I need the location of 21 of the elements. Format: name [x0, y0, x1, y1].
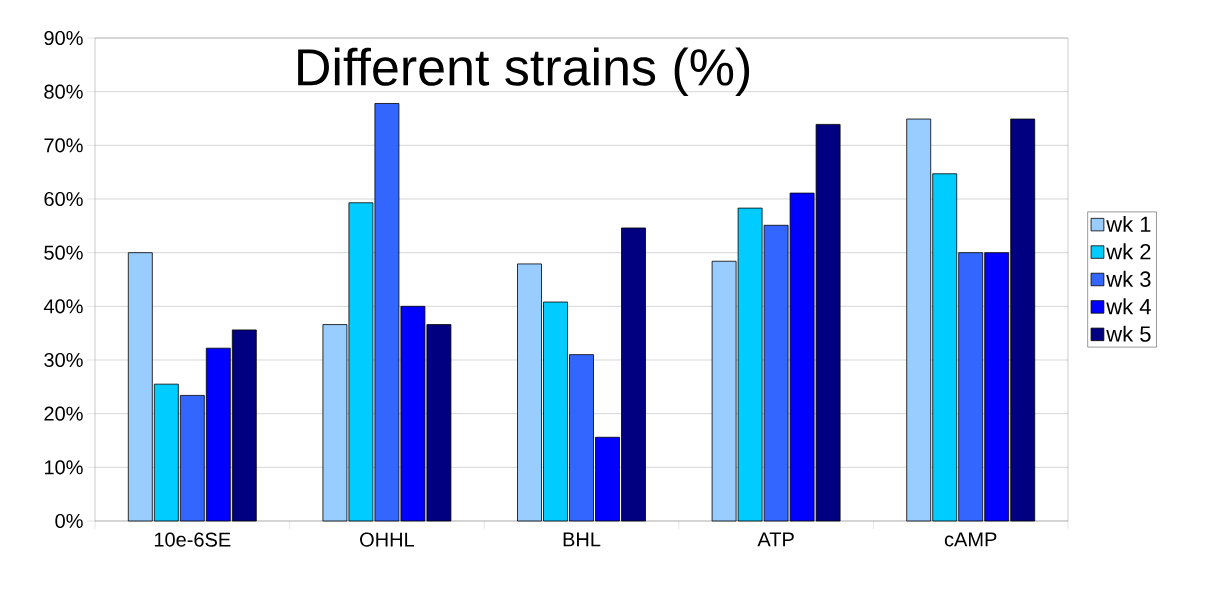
y-tick-label: 10% [44, 460, 83, 475]
x-tick-label: OHHL [360, 532, 415, 547]
y-tick-label: 90% [44, 30, 83, 46]
x-tick-label: 10e-6SE [154, 532, 231, 547]
y-tick-label: 50% [44, 245, 83, 260]
x-tick-label: BHL [563, 532, 601, 547]
legend-label: wk 5 [1106, 325, 1151, 342]
y-tick-label: 60% [44, 191, 83, 207]
y-tick-label: 70% [44, 138, 83, 153]
y-tick-label: 20% [44, 406, 83, 421]
x-tick-label: cAMP [944, 532, 997, 547]
legend-label: wk 2 [1106, 243, 1151, 260]
legend-label: wk 1 [1106, 215, 1151, 232]
legend-label: wk 3 [1106, 270, 1151, 287]
y-tick-label: 0% [55, 513, 83, 529]
y-tick-label: 30% [44, 352, 83, 368]
chart-title: Different strains (%) [298, 47, 750, 97]
x-tick-label: ATP [757, 532, 794, 547]
y-tick-label: 40% [43, 299, 83, 314]
y-tick-label: 80% [44, 84, 83, 99]
legend-label: wk 4 [1106, 298, 1151, 315]
